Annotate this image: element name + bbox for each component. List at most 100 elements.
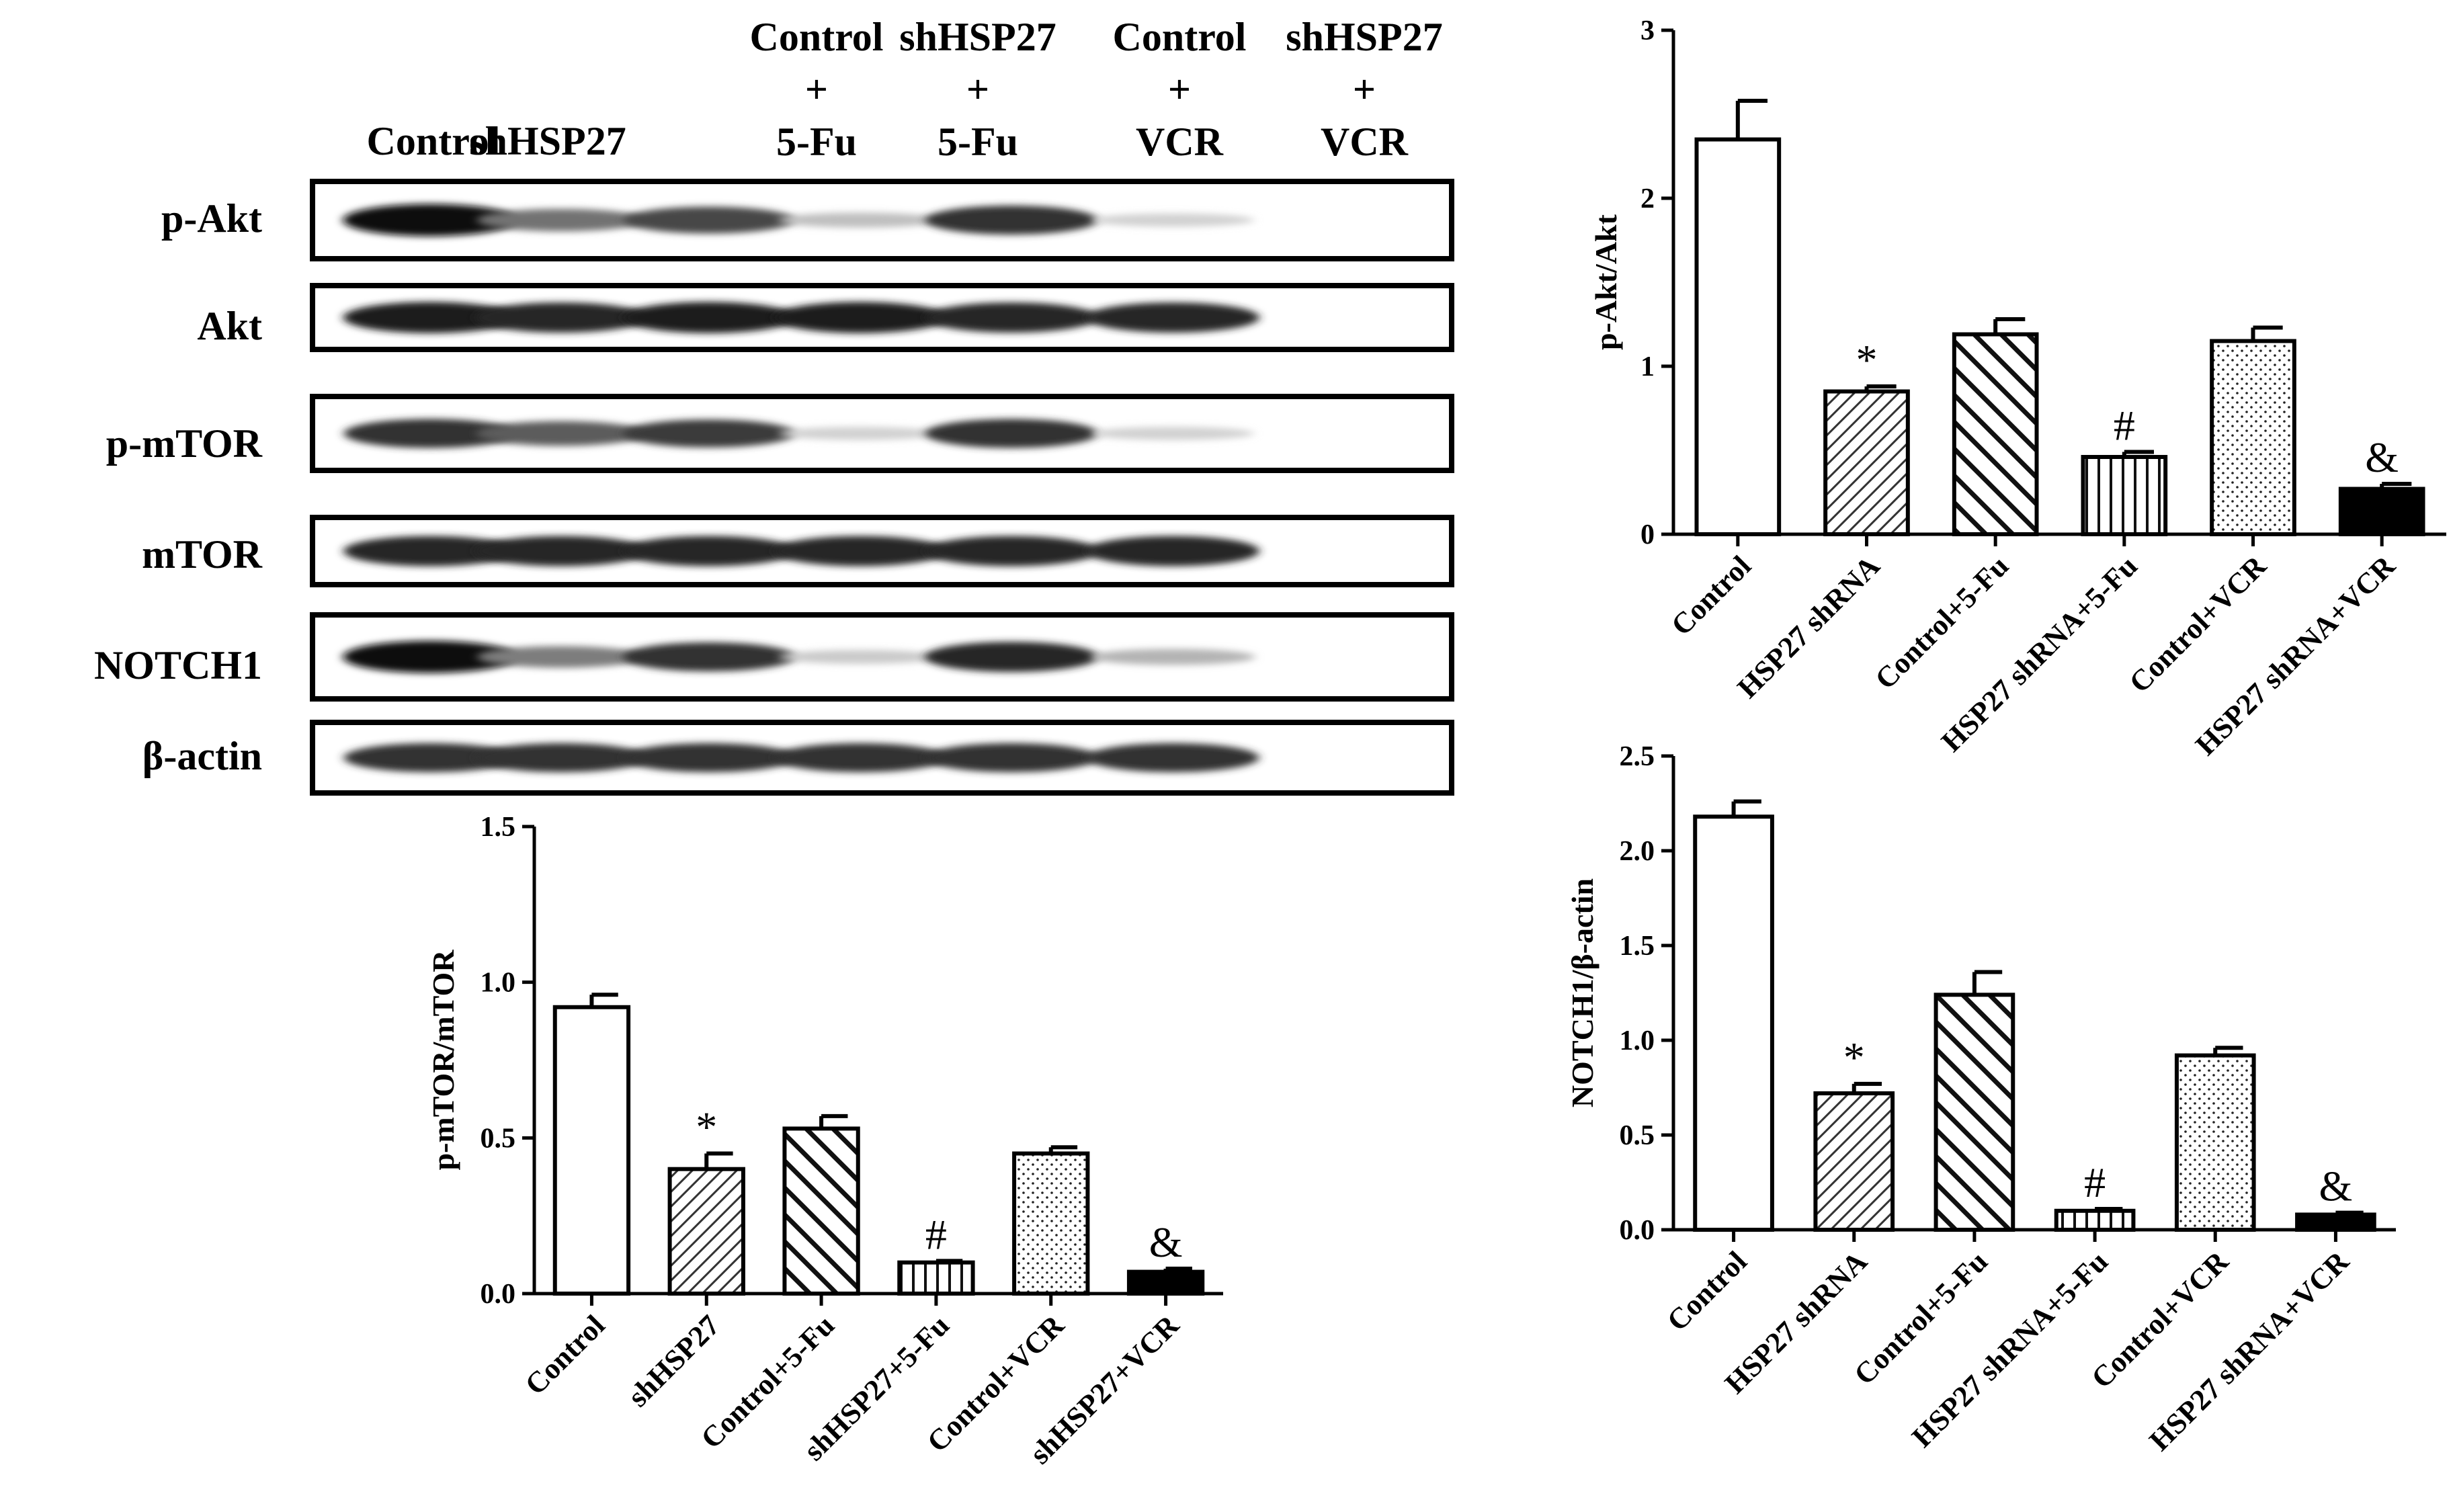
y-tick-label: 1.0 — [481, 968, 516, 999]
x-tick-label: HSP27 shRNA+5-Fu — [1905, 1245, 2114, 1454]
blot-band-3-0 — [343, 536, 517, 566]
lane-header-0-line-0: Control — [367, 119, 501, 163]
blot-band-4-1 — [477, 646, 645, 668]
blot-band-0-0 — [343, 204, 517, 237]
blot-band-2-1 — [476, 421, 647, 446]
blot-band-5-0 — [343, 743, 517, 773]
bar — [2081, 455, 2168, 536]
blot-band-0-4 — [925, 205, 1098, 235]
blot-row-label-5: β-actin — [142, 734, 262, 778]
blot-band-3-4 — [925, 536, 1098, 566]
y-tick-label: 0.5 — [481, 1123, 516, 1154]
lane-header-4-line-2: VCR — [1136, 120, 1224, 164]
blot-band-5-2 — [622, 743, 796, 773]
bar — [2054, 1208, 2136, 1232]
blot-band-3-5 — [1086, 536, 1259, 566]
lane-header-5-line-0: shHSP27 — [1286, 15, 1442, 59]
blot-row-label-2: p-mTOR — [106, 421, 263, 466]
bar — [552, 1005, 631, 1296]
y-tick-label: 0.0 — [1620, 1215, 1655, 1246]
blot-row-label-1: Akt — [197, 304, 262, 348]
significance-mark: & — [2365, 433, 2399, 481]
bar — [1694, 137, 1782, 536]
blot-band-4-0 — [343, 640, 517, 673]
blot-band-1-0 — [343, 302, 517, 333]
lane-header-3-line-0: shHSP27 — [899, 15, 1056, 59]
significance-mark: * — [1856, 336, 1878, 384]
bar — [897, 1260, 975, 1296]
blot-band-5-4 — [925, 743, 1098, 773]
bar — [782, 1126, 860, 1296]
y-tick-label: 1.0 — [1620, 1025, 1655, 1056]
x-tick-label: Control+5-Fu — [1868, 549, 2015, 696]
blot-row-label-3: mTOR — [142, 532, 263, 577]
blot-band-0-1 — [476, 208, 646, 232]
y-tick-label: 1.5 — [1620, 931, 1655, 962]
y-tick-label: 0 — [1640, 519, 1655, 550]
blot-band-4-5 — [1090, 648, 1255, 665]
lane-header-4-line-0: Control — [1113, 15, 1247, 59]
blot-row-label-4: NOTCH1 — [94, 643, 262, 687]
bar — [1934, 993, 2015, 1232]
y-axis-label: p-mTOR/mTOR — [426, 950, 460, 1171]
y-tick-label: 0.0 — [481, 1279, 516, 1310]
lane-header-2-line-0: Control — [750, 15, 884, 59]
significance-mark: # — [2114, 402, 2135, 450]
y-tick-label: 2 — [1640, 183, 1655, 214]
blot-band-1-2 — [622, 302, 796, 333]
significance-mark: & — [2319, 1163, 2353, 1210]
bar — [2174, 1053, 2256, 1232]
x-tick-label: HSP27 shRNA+VCR — [2143, 1245, 2356, 1458]
blot-band-3-3 — [774, 536, 947, 566]
blot-band-0-5 — [1091, 213, 1255, 227]
blot-band-2-4 — [925, 419, 1098, 448]
blot-band-0-2 — [623, 206, 795, 234]
y-tick-label: 1.5 — [481, 812, 516, 843]
lane-header-2-line-1: + — [805, 67, 828, 112]
bar — [2210, 339, 2296, 536]
bar — [1952, 332, 2039, 536]
x-tick-label: Control — [519, 1308, 612, 1401]
lane-header-2-line-2: 5-Fu — [776, 120, 857, 164]
blot-band-1-4 — [925, 302, 1098, 333]
notch1-beta-actin-bar-chart: 0.0 0.5 1.0 1.5 2.0 2.5 NOTCH1/β-actin Control H… — [1565, 741, 2396, 1457]
lane-header-5-line-1: + — [1353, 67, 1376, 112]
bar — [667, 1167, 745, 1296]
blot-band-1-5 — [1086, 302, 1259, 333]
blot-row-label-0: p-Akt — [161, 196, 262, 241]
bar — [1823, 389, 1910, 536]
significance-mark: # — [925, 1210, 947, 1258]
blot-band-1-1 — [474, 302, 648, 333]
lane-header-3-line-2: 5-Fu — [938, 120, 1018, 164]
x-tick-label: Control — [1661, 1245, 1753, 1337]
y-tick-label: 3 — [1640, 15, 1655, 46]
lane-header-3-line-1: + — [966, 67, 989, 112]
blot-row-frame-1 — [310, 283, 1454, 352]
blot-band-5-3 — [774, 743, 947, 773]
y-tick-label: 2.5 — [1620, 741, 1655, 772]
blot-band-2-2 — [623, 419, 795, 448]
lane-header-5-line-2: VCR — [1321, 120, 1409, 164]
x-tick-label: Control — [1665, 549, 1757, 642]
significance-mark: * — [696, 1103, 717, 1151]
blot-band-4-4 — [925, 642, 1098, 672]
significance-mark: * — [1843, 1034, 1865, 1081]
blot-band-0-3 — [778, 212, 942, 228]
y-axis-label: NOTCH1/β-actin — [1565, 878, 1599, 1107]
bar — [1012, 1151, 1090, 1296]
blot-band-5-5 — [1086, 743, 1259, 773]
western-blot-panel: Control shHSP27 Control +5-Fu shHSP27 +5-Fu Co… — [94, 15, 1454, 796]
lane-header-4-line-1: + — [1168, 67, 1191, 112]
blot-band-2-5 — [1091, 427, 1255, 440]
y-axis-label: p-Akt/Akt — [1589, 214, 1623, 350]
blot-band-1-3 — [773, 302, 948, 333]
bar — [2295, 1212, 2376, 1232]
significance-mark: & — [1149, 1218, 1183, 1266]
blot-band-5-1 — [474, 743, 648, 773]
x-tick-label: shHSP27 — [622, 1308, 726, 1413]
blot-band-4-3 — [778, 650, 942, 664]
blot-band-4-2 — [622, 642, 796, 672]
